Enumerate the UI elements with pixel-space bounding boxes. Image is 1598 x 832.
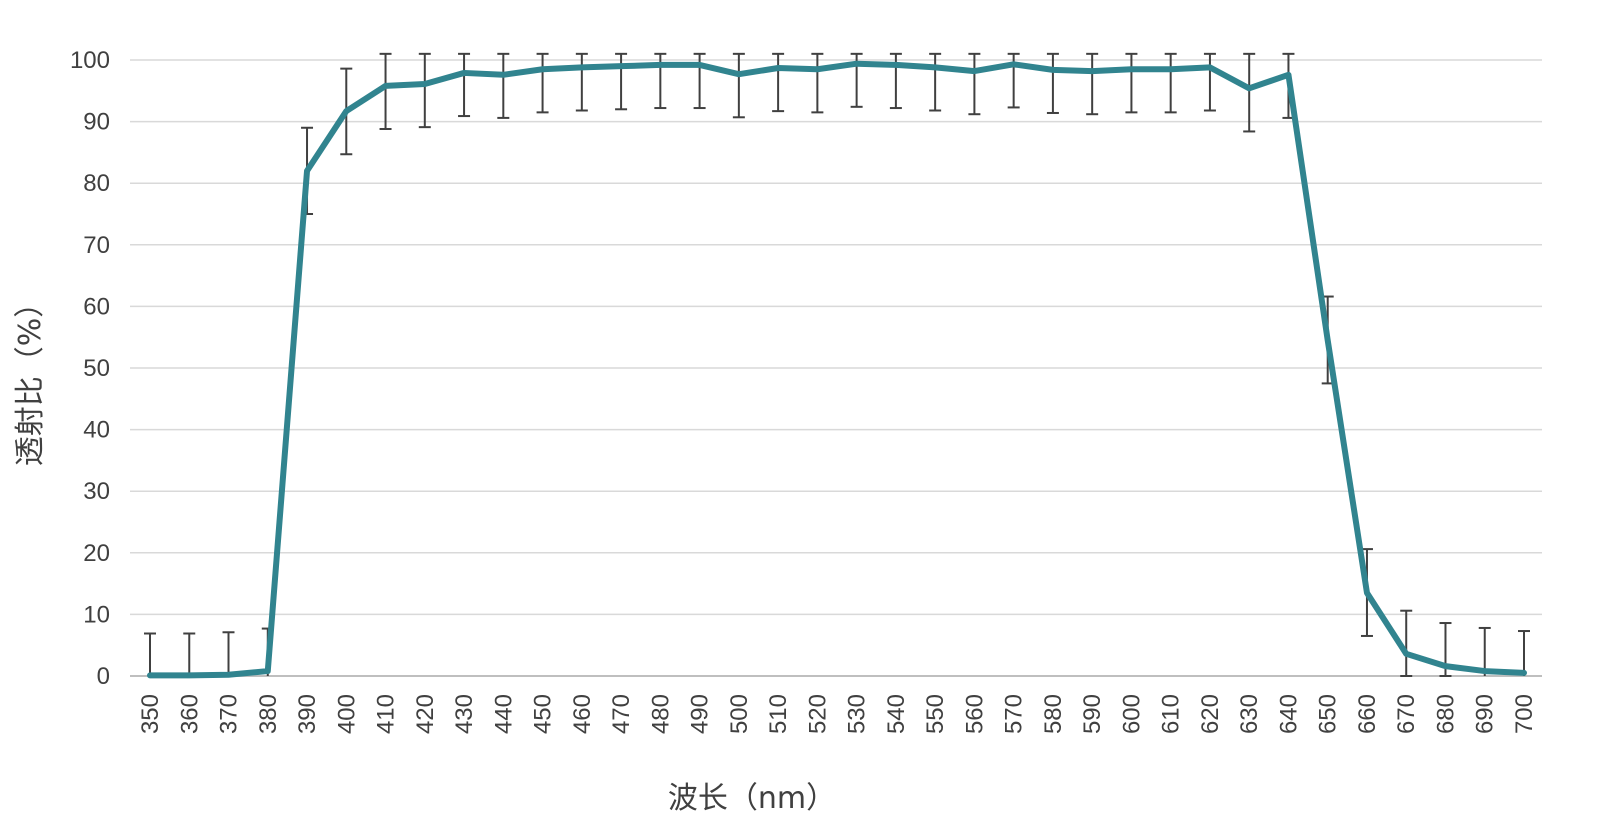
x-tick-label: 630 (1236, 694, 1263, 734)
error-bar (1517, 630, 1530, 676)
x-tick-label: 580 (1040, 694, 1067, 734)
x-tick-label: 350 (137, 694, 164, 734)
error-bar (929, 52, 942, 112)
x-tick-label: 530 (844, 694, 871, 734)
x-tick-label: 360 (176, 694, 203, 734)
x-tick-label: 670 (1393, 694, 1420, 734)
error-bar (1243, 52, 1256, 133)
series-group (147, 60, 1527, 679)
x-tick-label: 460 (569, 694, 596, 734)
error-bar (772, 52, 785, 113)
x-tick-label: 410 (373, 694, 400, 734)
x-tick-label: 440 (490, 694, 517, 734)
gridlines (130, 59, 1542, 616)
error-bar (379, 52, 392, 130)
error-bar (1203, 52, 1216, 112)
x-tick-label: 420 (412, 694, 439, 734)
x-tick-label: 520 (804, 694, 831, 734)
x-tick-label: 640 (1275, 694, 1302, 734)
y-tick-label: 20 (83, 540, 110, 567)
error-bar (968, 52, 981, 116)
error-bar (536, 52, 549, 114)
x-tick-label: 430 (451, 694, 478, 734)
error-bar (222, 631, 235, 676)
x-tick-label: 550 (922, 694, 949, 734)
x-tick-label: 600 (1118, 694, 1145, 734)
y-tick-label: 70 (83, 232, 110, 259)
x-tick-label: 490 (687, 694, 714, 734)
error-bar (1046, 52, 1059, 114)
x-tick-label: 390 (294, 694, 321, 734)
x-tick-label: 400 (333, 694, 360, 734)
y-tick-label: 10 (83, 601, 110, 628)
x-tick-label: 660 (1354, 694, 1381, 734)
error-bar (183, 632, 196, 676)
error-bar (1164, 52, 1177, 114)
x-tick-label: 570 (1001, 694, 1028, 734)
x-axis-title: 波长（nm） (668, 781, 836, 816)
x-tick-label: 590 (1079, 694, 1106, 734)
x-tick-label: 500 (726, 694, 753, 734)
x-tick-label: 620 (1197, 694, 1224, 734)
error-bar (497, 52, 510, 119)
error-bar (1125, 52, 1138, 114)
x-tick-label: 540 (883, 694, 910, 734)
y-tick-label: 30 (83, 478, 110, 505)
series-line (147, 60, 1527, 679)
x-tick-label: 560 (961, 694, 988, 734)
error-bar (418, 52, 431, 129)
x-tick-label: 380 (255, 694, 282, 734)
x-tick-label: 700 (1511, 694, 1538, 734)
error-bar (458, 52, 471, 118)
y-tick-label: 100 (70, 47, 110, 74)
y-axis-title: 透射比（%） (13, 288, 48, 467)
error-bar (615, 52, 628, 111)
y-tick-label: 0 (97, 663, 110, 690)
x-tick-label: 610 (1158, 694, 1185, 734)
error-bar (575, 52, 588, 112)
x-tick-label: 510 (765, 694, 792, 734)
error-bar (1478, 626, 1491, 676)
error-bar (1086, 52, 1099, 116)
y-tick-label: 80 (83, 170, 110, 197)
error-bar (144, 632, 156, 676)
y-tick-label: 60 (83, 293, 110, 320)
error-bar (732, 52, 745, 119)
y-tick-label: 50 (83, 355, 110, 382)
x-tick-label: 450 (530, 694, 557, 734)
x-tick-label: 680 (1432, 694, 1459, 734)
y-axis-ticks: 0 10 20 30 40 50 60 70 80 90 100 (70, 47, 110, 690)
error-bar (811, 52, 824, 114)
x-tick-label: 470 (608, 694, 635, 734)
x-tick-label: 650 (1315, 694, 1342, 734)
error-bar (1400, 609, 1413, 677)
x-axis-ticks: 350 360 370 380 390 400 410 420 430 440 450 460 470 4… (137, 694, 1538, 734)
x-tick-label: 480 (647, 694, 674, 734)
x-tick-label: 370 (216, 694, 243, 734)
x-tick-label: 690 (1472, 694, 1499, 734)
y-tick-label: 40 (83, 417, 110, 444)
y-tick-label: 90 (83, 109, 110, 136)
error-bars (144, 52, 1530, 677)
